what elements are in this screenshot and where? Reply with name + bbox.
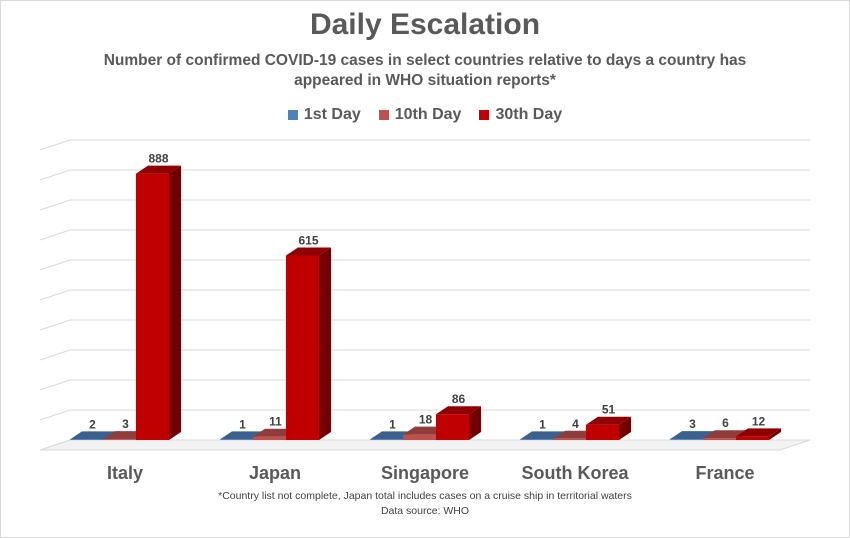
data-label: 4 xyxy=(572,417,579,431)
gridline-side xyxy=(39,319,71,331)
chart-legend: 1st Day 10th Day 30th Day xyxy=(0,106,850,124)
bar xyxy=(670,439,703,440)
legend-swatch-30th-day xyxy=(479,110,490,120)
bar xyxy=(520,439,553,440)
legend-label-10th-day: 10th Day xyxy=(394,106,462,123)
bar xyxy=(736,436,769,440)
bar-side xyxy=(619,416,631,440)
gridline-side xyxy=(39,379,71,391)
category-label: South Korea xyxy=(521,463,629,483)
data-label: 51 xyxy=(602,403,616,417)
bar-side xyxy=(469,406,481,440)
bar xyxy=(286,255,319,440)
chart-footnote: *Country list not complete, Japan total … xyxy=(218,490,632,502)
bar-side xyxy=(319,247,331,440)
legend-label-1st-day: 1st Day xyxy=(303,106,361,123)
gridline-side xyxy=(39,259,71,271)
bar-side xyxy=(769,428,781,440)
bar-top xyxy=(586,416,631,425)
bar-top xyxy=(70,431,115,440)
bar-top xyxy=(670,431,715,440)
gridline-side xyxy=(39,409,71,421)
data-label: 615 xyxy=(298,234,318,248)
category-label: Italy xyxy=(107,463,143,483)
legend-item-1st-day: 1st Day xyxy=(287,106,361,124)
bar xyxy=(253,436,286,440)
data-label: 1 xyxy=(239,417,246,431)
legend-swatch-1st-day xyxy=(287,110,298,120)
category-label: France xyxy=(695,463,754,483)
data-label: 12 xyxy=(752,414,766,428)
gridline-side xyxy=(39,439,71,451)
chart-floor xyxy=(39,439,811,451)
chart-source: Data source: WHO xyxy=(380,505,470,517)
legend-label-30th-day: 30th Day xyxy=(495,106,563,123)
data-label: 11 xyxy=(269,415,282,429)
gridline-side xyxy=(39,169,71,181)
bar xyxy=(586,424,619,440)
data-label: 3 xyxy=(122,417,129,431)
bar xyxy=(436,414,469,440)
data-label: 18 xyxy=(419,413,433,427)
data-label: 3 xyxy=(689,417,696,431)
bar xyxy=(103,439,136,440)
bar-top xyxy=(286,247,331,256)
data-label: 6 xyxy=(722,416,729,430)
bar-top xyxy=(136,165,181,174)
data-label: 2 xyxy=(89,417,96,431)
gridline-side xyxy=(39,139,71,151)
legend-item-10th-day: 10th Day xyxy=(378,106,462,124)
data-label: 1 xyxy=(539,417,546,431)
bar xyxy=(370,439,403,440)
bar xyxy=(220,439,253,440)
bar-top xyxy=(736,428,781,437)
bar xyxy=(136,173,169,440)
bar-top xyxy=(436,406,481,415)
chart-title: Daily Escalation xyxy=(309,8,541,41)
bar-side xyxy=(169,165,181,440)
gridline-side xyxy=(39,289,71,301)
bar xyxy=(403,434,436,440)
bar xyxy=(553,438,586,440)
gridline-side xyxy=(39,199,71,211)
legend-swatch-10th-day xyxy=(378,110,389,120)
bar-top xyxy=(520,431,565,440)
category-label: Singapore xyxy=(381,463,469,483)
bar xyxy=(703,438,736,440)
legend-item-30th-day: 30th Day xyxy=(479,106,562,124)
gridline-side xyxy=(39,349,71,361)
data-label: 888 xyxy=(148,152,168,166)
category-label: Japan xyxy=(249,463,301,483)
chart-subtitle: Number of confirmed COVID-19 cases in se… xyxy=(103,52,747,89)
data-label: 86 xyxy=(452,392,466,406)
bar xyxy=(70,439,103,440)
data-label: 1 xyxy=(389,417,396,431)
gridline-side xyxy=(39,229,71,241)
